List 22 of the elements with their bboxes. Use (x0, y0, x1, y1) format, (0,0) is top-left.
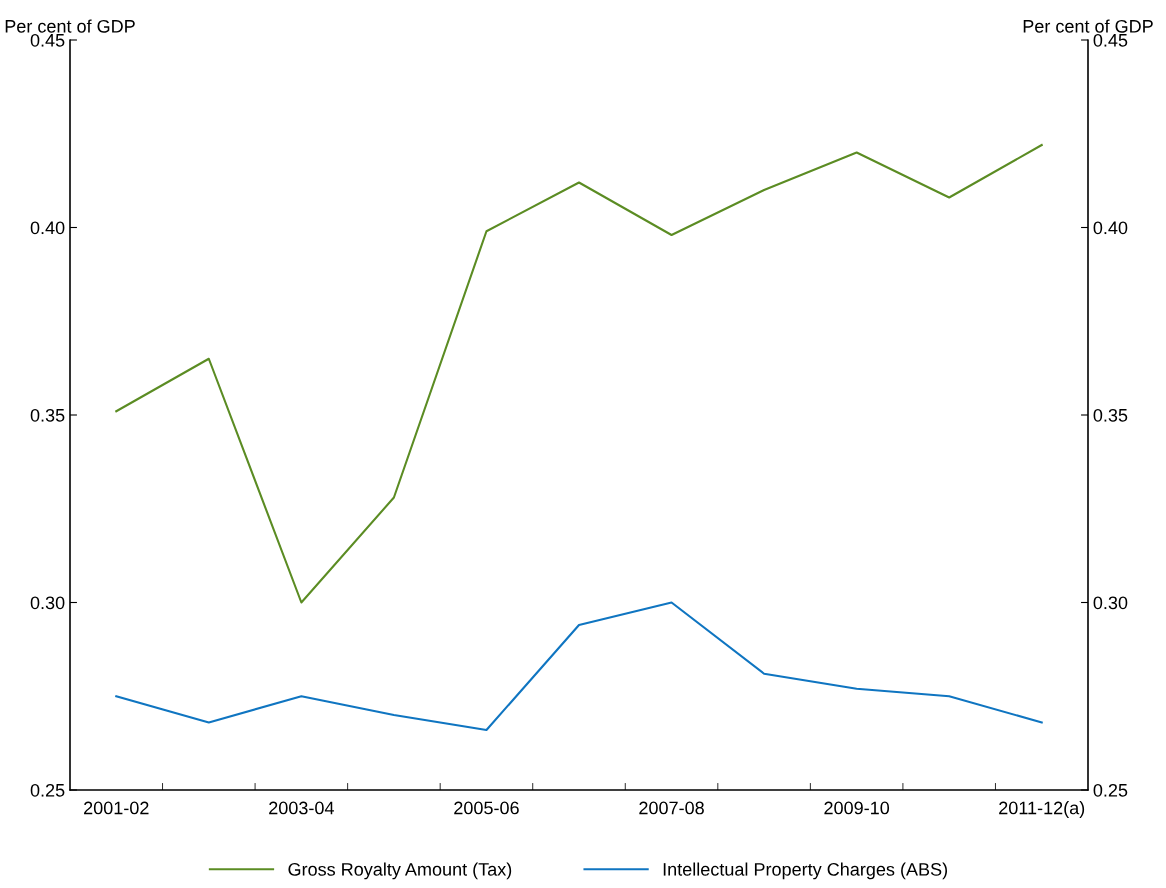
x-tick-label: 2011-12(a) (999, 801, 1085, 818)
x-tick-label: 2001-02 (84, 801, 149, 815)
y2-tick-label: 0.25 (1093, 783, 1128, 797)
x-tick-label: 2007-08 (639, 801, 704, 815)
y2-tick-label: 0.40 (1093, 221, 1128, 235)
y-tick-label: 0.45 (30, 33, 65, 47)
legend-label: Gross Royalty Amount (Tax) (288, 862, 512, 880)
y-tick-label: 0.40 (30, 221, 65, 235)
line-series (115, 143, 1043, 604)
x-tick-label: 2005-06 (454, 801, 519, 815)
x-tick-label: 2009-10 (824, 801, 890, 815)
line-series (115, 601, 1043, 732)
y2-tick-label: 0.45 (1093, 33, 1128, 47)
y-tick-label: 0.35 (30, 408, 65, 422)
y-tick-label: 0.30 (30, 596, 65, 610)
y-tick-label: 0.25 (30, 783, 65, 797)
y2-tick-label: 0.30 (1093, 596, 1128, 610)
y2-tick-label: 0.35 (1093, 408, 1128, 422)
x-tick-label: 2003-04 (269, 801, 334, 815)
legend-label: Intellectual Property Charges (ABS) (663, 862, 948, 880)
y-axis-title: Per cent of GDP (5, 19, 135, 33)
y2-axis-title: Per cent of GDP (1023, 19, 1153, 33)
